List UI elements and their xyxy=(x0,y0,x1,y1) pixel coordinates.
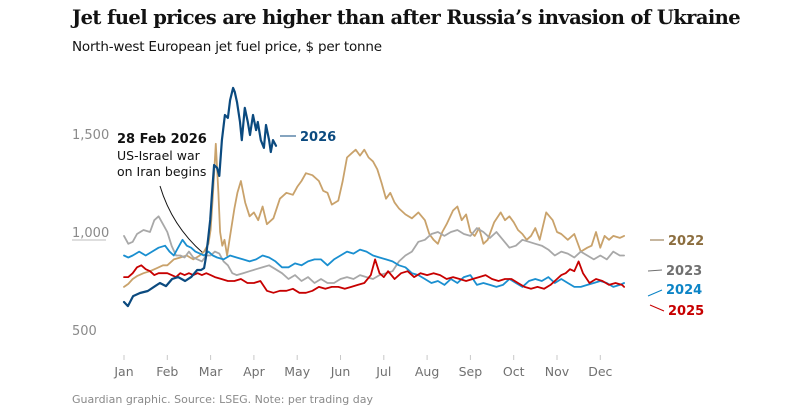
x-tick-label: Jun xyxy=(330,364,351,379)
chart-title: Jet fuel prices are higher than after Ru… xyxy=(72,6,741,29)
x-tick-label: Apr xyxy=(243,364,265,379)
series-label-2025: 2025 xyxy=(668,304,704,319)
x-tick-label: Oct xyxy=(503,364,525,379)
y-tick-label: 1,500 xyxy=(72,128,109,143)
y-tick-label: 1,000 xyxy=(72,226,109,241)
x-tick-label: Nov xyxy=(545,364,570,379)
chart-subtitle: North-west European jet fuel price, $ pe… xyxy=(72,39,382,55)
series-label-2026: 2026 xyxy=(300,130,336,145)
annotation-leader-line xyxy=(159,185,204,254)
x-tick-label: Sep xyxy=(459,364,483,379)
annotation-date: 28 Feb 2026 xyxy=(117,132,207,147)
x-tick-label: Jan xyxy=(113,364,133,379)
series-label-leader-2023 xyxy=(647,269,663,272)
series-line-2026 xyxy=(122,86,278,308)
source-note: Guardian graphic. Source: LSEG. Note: pe… xyxy=(72,393,373,406)
series-label-leader-2024 xyxy=(647,289,663,297)
series-label-2023: 2023 xyxy=(666,264,702,279)
x-tick-label: Dec xyxy=(588,364,612,379)
series-label-leader-2025 xyxy=(649,304,665,312)
x-tick-label: Feb xyxy=(156,364,178,379)
series-line-2024 xyxy=(123,238,625,288)
y-tick-label: 500 xyxy=(72,324,97,339)
series-lines xyxy=(122,86,625,308)
series-label-2022: 2022 xyxy=(668,234,704,249)
series-label-2024: 2024 xyxy=(666,283,702,298)
annotation-line-1: US-Israel war xyxy=(117,148,201,163)
x-tick-label: May xyxy=(284,364,310,379)
series-line-2023 xyxy=(123,215,625,284)
series-labels: 2022 2023 2024 2025 2026 xyxy=(280,130,704,319)
series-line-2025 xyxy=(123,258,625,294)
x-tick-label: Aug xyxy=(415,364,439,379)
x-axis: Jan Feb Mar Apr May Jun Jul Aug Sep Oct Nov Dec xyxy=(113,355,613,379)
y-axis: 500 1,000 1,500 xyxy=(72,128,109,339)
annotation-line-2: on Iran begins xyxy=(117,164,206,179)
x-tick-label: Jul xyxy=(375,364,391,379)
x-tick-label: Mar xyxy=(199,364,223,379)
